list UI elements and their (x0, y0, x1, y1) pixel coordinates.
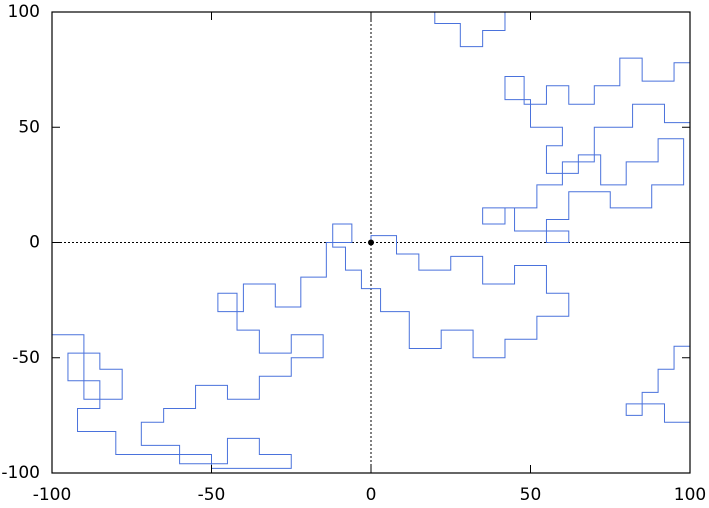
y-tick-label: 50 (18, 117, 40, 137)
y-tick-label: -50 (12, 348, 40, 368)
y-tick-label: 0 (29, 233, 40, 253)
x-tick-label: 0 (366, 485, 377, 505)
x-tick-label: -100 (33, 485, 72, 505)
start-point (368, 239, 374, 246)
walk-line (52, 12, 690, 469)
y-tick-label: 100 (8, 2, 40, 22)
x-tick-label: 100 (674, 485, 706, 505)
x-tick-label: -50 (198, 485, 226, 505)
y-tick-label: -100 (1, 463, 40, 483)
x-tick-label: 50 (520, 485, 542, 505)
